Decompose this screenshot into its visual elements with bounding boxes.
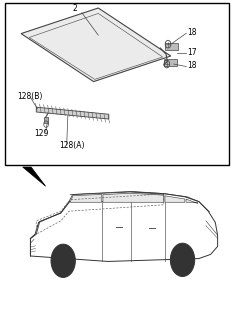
Polygon shape	[36, 107, 109, 119]
Bar	[165, 43, 178, 50]
Circle shape	[170, 243, 195, 276]
Circle shape	[176, 251, 189, 269]
Circle shape	[56, 252, 70, 270]
Polygon shape	[165, 196, 185, 202]
Polygon shape	[30, 192, 218, 261]
Polygon shape	[186, 199, 198, 204]
Text: 129: 129	[34, 129, 48, 138]
Text: 17: 17	[187, 48, 197, 57]
Text: 18: 18	[187, 61, 197, 70]
Bar	[164, 59, 177, 66]
Bar	[5, 3, 229, 165]
Circle shape	[180, 257, 185, 263]
Text: 18: 18	[187, 28, 197, 36]
Polygon shape	[21, 8, 171, 82]
Text: 128(B): 128(B)	[18, 92, 43, 100]
Text: 2: 2	[73, 4, 77, 13]
Polygon shape	[23, 167, 46, 186]
Circle shape	[51, 244, 75, 277]
Polygon shape	[70, 195, 102, 202]
Polygon shape	[103, 193, 164, 202]
Circle shape	[61, 258, 65, 264]
Bar	[44, 117, 48, 123]
Text: 128(A): 128(A)	[60, 141, 85, 150]
Polygon shape	[69, 192, 164, 202]
